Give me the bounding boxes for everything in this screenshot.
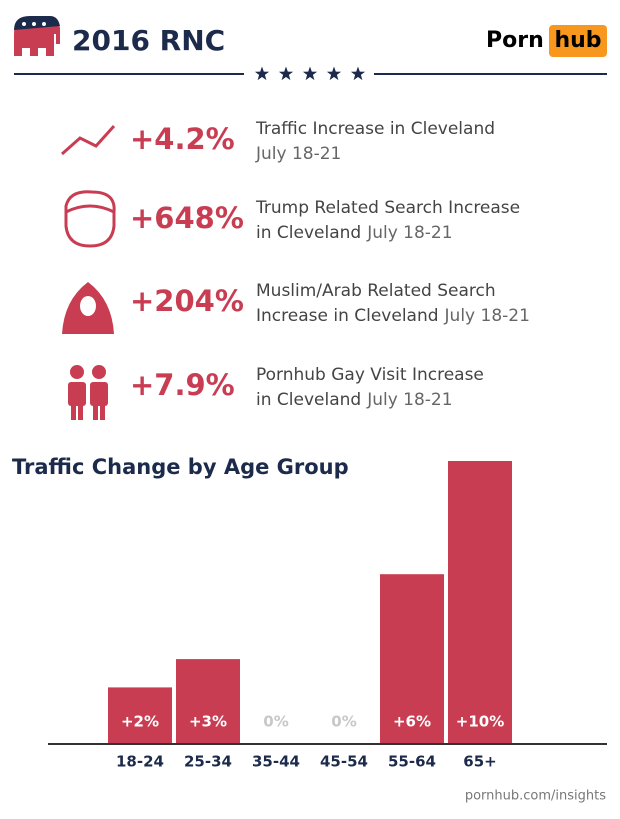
stat-date: July 18-21: [255, 144, 341, 164]
trump-icon: [64, 190, 116, 248]
stat-label-text: in Cleveland: [256, 390, 361, 410]
stat-label: Muslim/Arab Related Search: [256, 281, 496, 301]
bar: [108, 687, 172, 744]
stat-value: +7.9%: [130, 368, 235, 402]
value-label: +3%: [189, 713, 227, 731]
value-label: +6%: [393, 713, 431, 731]
stat-label: in Cleveland July 18-21: [256, 223, 453, 243]
stat-label-text: Increase in Cleveland: [256, 306, 439, 326]
logo-box: [549, 25, 607, 57]
value-label: +2%: [121, 713, 159, 731]
stat-label: Increase in Cleveland July 18-21: [256, 306, 530, 326]
stat-label-text: Trump Related Search Increase: [255, 198, 520, 218]
x-tick-label: 18-24: [116, 753, 164, 771]
logo-right: hub: [554, 28, 601, 53]
bar: [448, 461, 512, 744]
x-tick-label: 45-54: [320, 753, 368, 771]
stat-date: July 18-21: [366, 390, 452, 410]
x-tick-label: 25-34: [184, 753, 232, 771]
value-label: 0%: [331, 713, 356, 731]
stat-label-text: in Cleveland: [256, 223, 361, 243]
logo-left: Porn: [486, 28, 544, 53]
star: [326, 66, 342, 81]
stat-value: +204%: [130, 284, 244, 318]
star: [302, 66, 318, 81]
chart: +2% 18-24 +3% 25-34 0% 35-44 0% 45-54 +6% 55-64 +1…: [108, 461, 512, 771]
gop-logo: [14, 16, 60, 56]
stat-value: +4.2%: [130, 122, 235, 156]
stat-label-text: Muslim/Arab Related Search: [256, 281, 496, 301]
x-tick-label: 55-64: [388, 753, 436, 771]
stat-label: Trump Related Search Increase: [255, 198, 520, 218]
star: [278, 66, 294, 81]
stars: [254, 66, 366, 81]
x-tick-label: 35-44: [252, 753, 300, 771]
value-label: 0%: [263, 713, 288, 731]
stat-date: July 18-21: [444, 306, 530, 326]
stat-label: Traffic Increase in Cleveland: [255, 119, 495, 139]
bar: [176, 659, 240, 744]
star: [350, 66, 366, 81]
trend-icon: [61, 124, 116, 156]
footer: pornhub.com/insights: [465, 789, 606, 804]
stat-value: +648%: [130, 201, 244, 235]
stat-label: in Cleveland July 18-21: [256, 390, 453, 410]
stat-date: July 18-21: [366, 223, 452, 243]
value-label: +10%: [456, 713, 504, 731]
stats: +4.2% Traffic Increase in Cleveland July 1…: [130, 119, 530, 410]
couple-icon: [68, 365, 108, 420]
chart-title: Traffic Change by Age Group: [12, 455, 349, 479]
bar: [380, 574, 444, 744]
title: 2016 RNC: [72, 24, 225, 57]
star: [254, 66, 270, 81]
stat-label-text: Pornhub Gay Visit Increase: [256, 365, 484, 385]
x-tick-label: 65+: [463, 753, 496, 771]
stat-label-text: Traffic Increase in Cleveland: [255, 119, 495, 139]
stat-label: Pornhub Gay Visit Increase: [256, 365, 484, 385]
hijab-icon: [62, 282, 114, 334]
